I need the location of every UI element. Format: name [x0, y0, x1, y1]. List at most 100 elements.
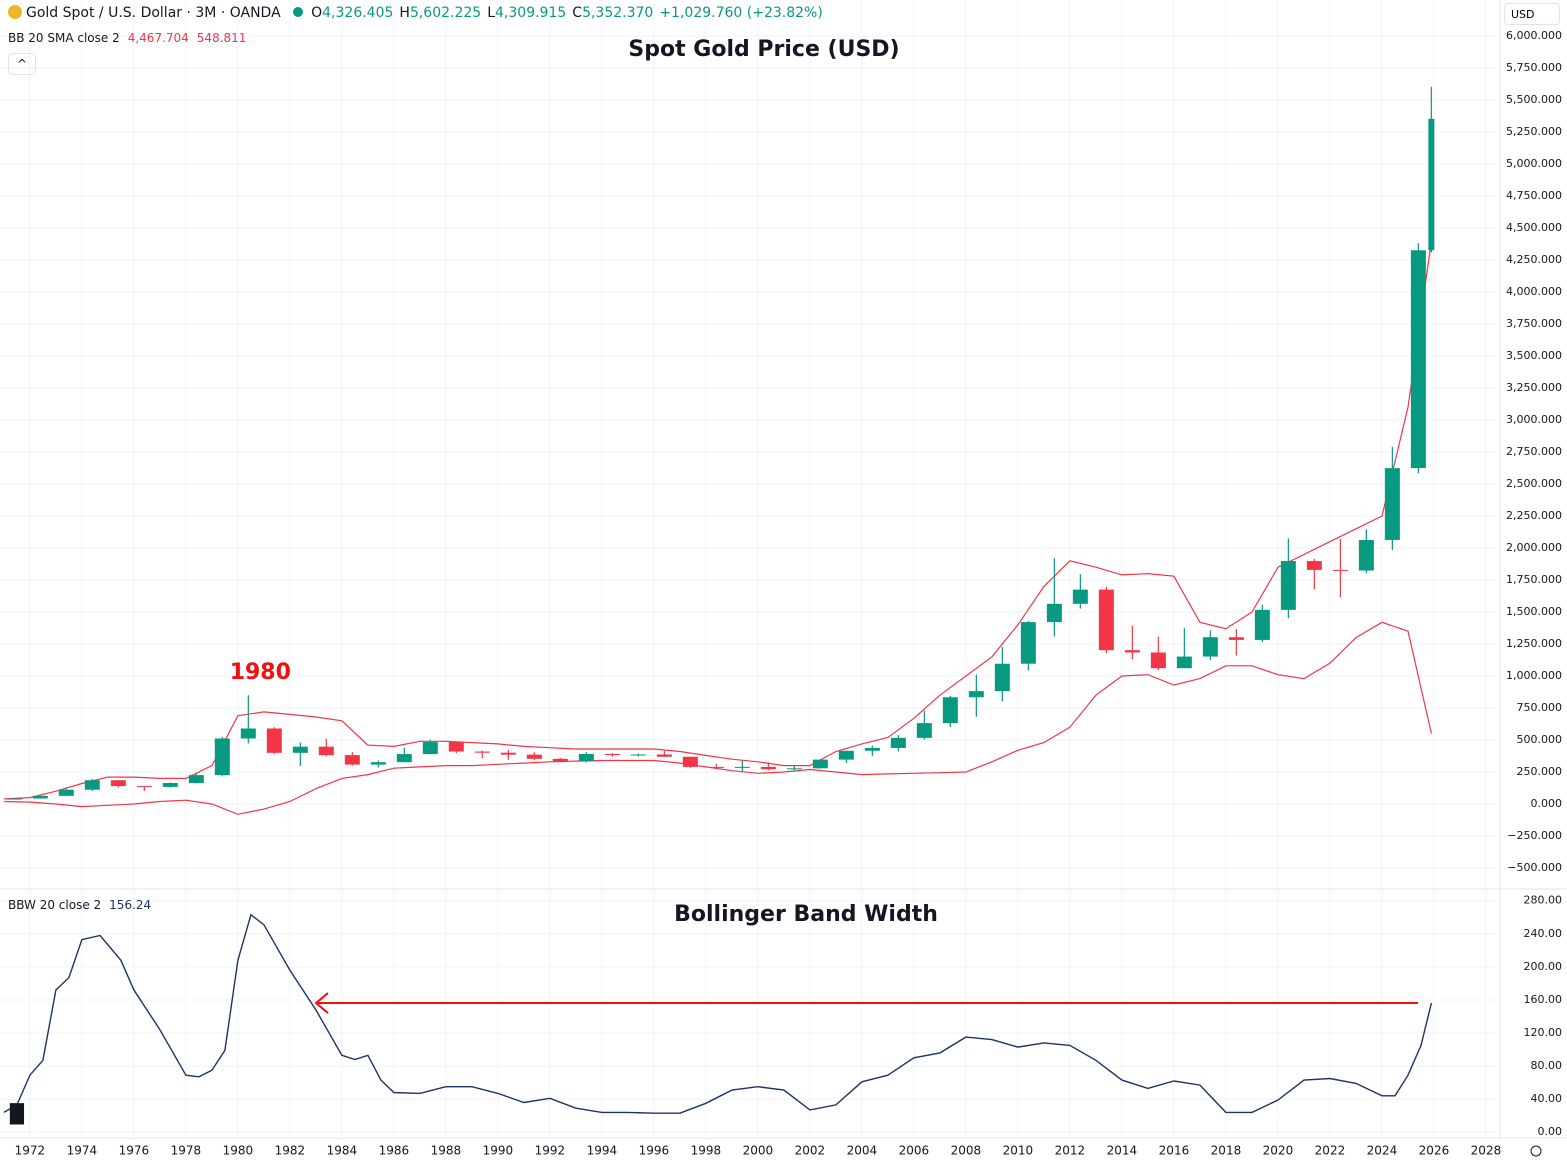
symbol-name[interactable]: Gold Spot / U.S. Dollar · 3M · OANDA — [26, 5, 281, 21]
y-tick-label: 40.00 — [1531, 1092, 1563, 1105]
x-tick-label: 2016 — [1159, 1144, 1190, 1158]
x-tick-label: 2022 — [1315, 1144, 1346, 1158]
candle-body — [864, 747, 880, 751]
x-tick-label: 1986 — [379, 1144, 410, 1158]
x-tick-label: 1974 — [67, 1144, 98, 1158]
candle-body — [292, 746, 308, 753]
symbol-header: Gold Spot / U.S. Dollar · 3M · OANDA O4,… — [8, 5, 829, 21]
x-tick-label: 1978 — [171, 1144, 202, 1158]
candle-body — [84, 780, 100, 790]
candle-body — [1428, 118, 1435, 251]
candle-body — [370, 762, 386, 765]
x-tick-label: 1972 — [15, 1144, 46, 1158]
bollinger-band — [3, 240, 1432, 800]
candle-body — [994, 663, 1010, 692]
chart-title: Spot Gold Price (USD) — [628, 37, 899, 62]
candle-body — [786, 768, 802, 770]
x-tick-label: 1984 — [327, 1144, 358, 1158]
y-tick-label: −250.000 — [1507, 829, 1562, 842]
ohlc-value: 4,309.915 — [495, 5, 567, 21]
currency-button[interactable]: USD — [1504, 3, 1560, 25]
x-tick-label: 2002 — [795, 1144, 826, 1158]
candle-body — [6, 798, 22, 800]
ohlc-value: 5,602.225 — [409, 5, 482, 21]
currency: USD — [1511, 8, 1535, 21]
candle-body — [110, 780, 126, 787]
candle-body — [526, 754, 542, 759]
settings-button[interactable] — [1530, 1145, 1542, 1157]
y-tick-label: 6,000.000 — [1506, 29, 1562, 42]
y-tick-label: 1,000.000 — [1506, 669, 1562, 682]
ohlc-label: H — [399, 5, 410, 21]
candle-body — [1176, 656, 1192, 669]
candle-body — [968, 691, 984, 698]
ohlc-value: 5,352.370 — [582, 5, 654, 21]
y-tick-label: 1,750.000 — [1506, 573, 1562, 586]
candle-body — [890, 737, 906, 748]
candle-body — [1384, 468, 1400, 540]
candle-body — [1202, 637, 1218, 657]
candle-body — [656, 754, 672, 757]
y-tick-label: 3,500.000 — [1506, 349, 1562, 362]
y-tick-label: 2,000.000 — [1506, 541, 1562, 554]
candle-body — [318, 746, 334, 756]
y-tick-label: 160.00 — [1524, 993, 1563, 1006]
candle-body — [1306, 561, 1322, 570]
candle-body — [1410, 250, 1426, 469]
y-tick-label: 5,000.000 — [1506, 157, 1562, 170]
x-tick-label: 1994 — [587, 1144, 618, 1158]
x-tick-label: 2018 — [1211, 1144, 1242, 1158]
x-tick-label: 1982 — [275, 1144, 306, 1158]
candle-body — [734, 766, 750, 768]
candle-body — [604, 753, 620, 755]
x-tick-label: 2000 — [743, 1144, 774, 1158]
candle-body — [1228, 637, 1244, 640]
indicator-value: 156.24 — [109, 898, 152, 912]
candle-body — [136, 786, 152, 788]
y-tick-label: 1,250.000 — [1506, 637, 1562, 650]
candle-body — [760, 766, 776, 770]
x-tick-label: 2014 — [1107, 1144, 1138, 1158]
candle-body — [916, 723, 932, 738]
candle-body — [58, 789, 74, 796]
y-tick-label: 2,250.000 — [1506, 509, 1562, 522]
annotation: 1980 — [230, 660, 291, 685]
indicator-name[interactable]: BB 20 SMA close 2 — [8, 31, 120, 45]
y-tick-label: 1,500.000 — [1506, 605, 1562, 618]
status-dot — [293, 7, 304, 17]
x-tick-label: 2012 — [1055, 1144, 1086, 1158]
symbol-icon — [8, 5, 22, 19]
candle-body — [240, 728, 256, 739]
y-tick-label: 3,250.000 — [1506, 381, 1562, 394]
candle-body — [838, 750, 854, 760]
y-tick-label: 2,500.000 — [1506, 477, 1562, 490]
indicator-value: 4,467.704 — [127, 31, 189, 45]
y-tick-label: 500.000 — [1517, 733, 1563, 746]
candle-body — [1280, 561, 1296, 610]
x-tick-label: 2004 — [847, 1144, 878, 1158]
bbw-line — [3, 913, 1433, 1114]
candle-body — [188, 775, 204, 784]
y-tick-label: 5,750.000 — [1506, 61, 1562, 74]
candle-body — [266, 728, 282, 753]
y-tick-label: 4,750.000 — [1506, 189, 1562, 202]
candle-body — [396, 754, 412, 763]
indicator-name[interactable]: BBW 20 close 2 — [8, 898, 102, 912]
x-tick-label: 1996 — [639, 1144, 670, 1158]
ohlc: O4,326.405 H5,602.225 L4,309.915 C5,352.370 — [311, 5, 659, 21]
y-tick-label: 3,000.000 — [1506, 413, 1562, 426]
y-tick-label: 280.00 — [1524, 894, 1563, 907]
ohlc-label: C — [572, 5, 583, 21]
x-tick-label: 1990 — [483, 1144, 514, 1158]
candle-body — [1150, 652, 1166, 669]
collapse-button[interactable]: ^ — [8, 53, 36, 75]
indicator-value: 548.811 — [196, 31, 247, 45]
candle-body — [500, 752, 516, 755]
y-tick-label: 200.00 — [1524, 960, 1563, 973]
x-tick-label: 1988 — [431, 1144, 462, 1158]
x-tick-label: 2024 — [1367, 1144, 1398, 1158]
x-tick-label: 1980 — [223, 1144, 254, 1158]
candle-body — [1124, 650, 1140, 653]
candle-body — [1020, 622, 1036, 664]
